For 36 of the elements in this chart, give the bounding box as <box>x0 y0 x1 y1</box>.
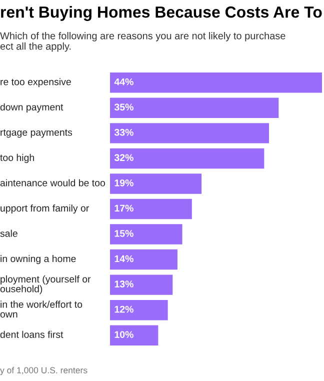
data-label: 15% <box>114 230 134 237</box>
y-tick-label: too high <box>0 154 34 163</box>
data-label: 13% <box>114 280 134 288</box>
bar <box>110 72 322 93</box>
bar <box>110 224 182 244</box>
bar <box>110 274 173 295</box>
data-label: 32% <box>114 154 134 162</box>
y-tick-label: sale <box>0 230 18 237</box>
data-label: 12% <box>114 306 134 313</box>
bar <box>110 198 192 220</box>
data-label: 10% <box>114 331 134 338</box>
data-label: 14% <box>114 255 134 262</box>
bar <box>110 123 269 144</box>
y-tick-label: re too expensive <box>0 78 71 88</box>
y-tick-label: rtgage payments <box>0 129 72 138</box>
y-tick-label: aintenance would be too <box>0 179 105 186</box>
bar <box>110 249 178 270</box>
data-label: 17% <box>114 204 134 212</box>
y-tick-label: in the work/effort to own <box>0 300 82 318</box>
data-label: 44% <box>114 78 134 86</box>
data-label: 35% <box>114 104 134 111</box>
data-label: 19% <box>114 179 134 186</box>
text: y of 1,000 U.S. renters <box>0 366 88 376</box>
bar <box>110 300 168 320</box>
bar <box>110 98 279 118</box>
bar <box>110 174 202 194</box>
y-tick-label: ployment (yourself or ousehold) <box>0 275 91 294</box>
y-tick-label: down payment <box>0 103 64 112</box>
y-tick-label: dent loans first <box>0 330 64 338</box>
y-tick-label: in owning a home <box>0 255 76 264</box>
chart-subtitle: Which of the following are reasons you are not likely to purchase ect all the apply. <box>0 32 286 52</box>
bar <box>110 148 264 169</box>
y-tick-label: upport from family or <box>0 204 89 214</box>
data-label: 33% <box>114 128 134 136</box>
bar <box>110 325 158 346</box>
chart-title: ren't Buying Homes Because Costs Are To <box>1 6 322 21</box>
